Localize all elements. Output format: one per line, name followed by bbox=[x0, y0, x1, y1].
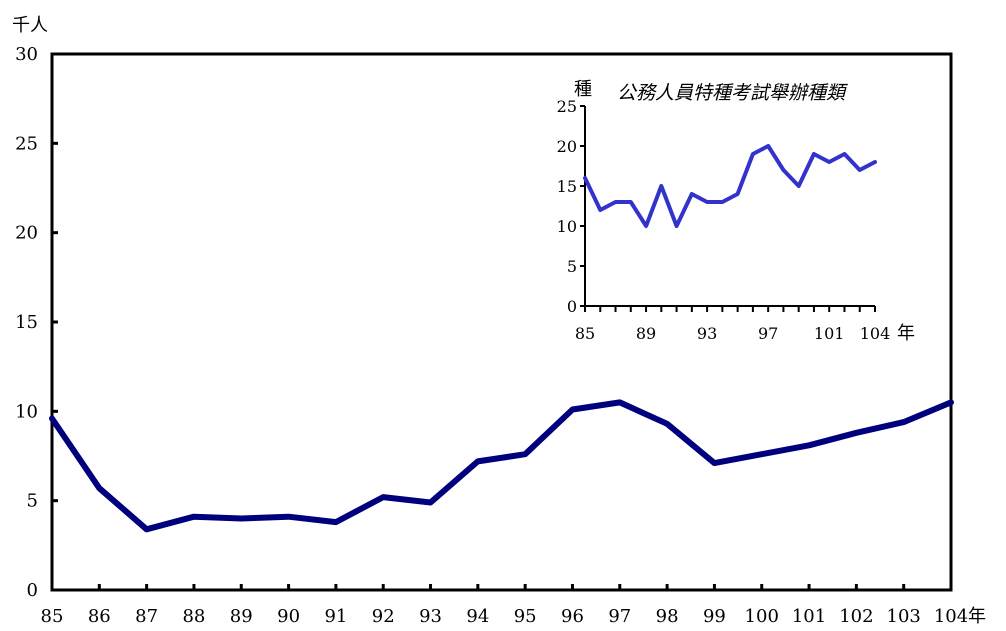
inset-x-axis-unit: 年 bbox=[897, 323, 915, 344]
x-tick-label: 94 bbox=[466, 606, 489, 627]
y-tick-label: 25 bbox=[15, 133, 38, 154]
inset-x-axis-ticks: 85 89 93 97 101 104 bbox=[575, 306, 890, 343]
x-tick-label: 101 bbox=[792, 606, 826, 627]
y-tick-label: 15 bbox=[15, 312, 38, 333]
y-tick-label: 0 bbox=[27, 580, 38, 601]
x-tick-label: 92 bbox=[372, 606, 395, 627]
inset-y-tick-label: 0 bbox=[567, 297, 577, 316]
inset-x-tick-label: 85 bbox=[575, 324, 595, 343]
x-tick-label: 95 bbox=[514, 606, 537, 627]
inset-title: 公務人員特種考試舉辦種類 bbox=[617, 82, 848, 104]
x-tick-label: 104 bbox=[934, 606, 968, 627]
series-line bbox=[49, 399, 954, 533]
x-tick-label: 100 bbox=[745, 606, 779, 627]
x-tick-label: 86 bbox=[88, 606, 111, 627]
inset-y-tick-label: 25 bbox=[557, 97, 577, 116]
inset-y-axis-ticks: 0 5 10 15 20 25 bbox=[557, 97, 585, 316]
y-axis-ticks: 0 5 10 15 20 25 30 bbox=[15, 44, 58, 601]
x-tick-label: 98 bbox=[656, 606, 679, 627]
x-tick-label: 97 bbox=[608, 606, 631, 627]
inset-y-tick-label: 15 bbox=[557, 177, 577, 196]
x-tick-label: 87 bbox=[135, 606, 158, 627]
y-tick-label: 5 bbox=[27, 491, 38, 512]
inset-x-tick-label: 97 bbox=[758, 324, 778, 343]
inset-x-tick-label: 104 bbox=[860, 324, 891, 343]
x-tick-label: 102 bbox=[839, 606, 873, 627]
x-tick-label: 90 bbox=[277, 606, 300, 627]
y-tick-label: 10 bbox=[15, 401, 38, 422]
inset-y-tick-label: 10 bbox=[557, 217, 577, 236]
x-tick-label: 99 bbox=[703, 606, 726, 627]
x-tick-label: 103 bbox=[887, 606, 921, 627]
x-axis-unit: 年 bbox=[968, 606, 986, 627]
y-tick-label: 30 bbox=[15, 44, 38, 65]
x-tick-label: 88 bbox=[182, 606, 205, 627]
x-tick-label: 96 bbox=[561, 606, 584, 627]
inset-x-tick-label: 93 bbox=[697, 324, 717, 343]
inset-series-line bbox=[583, 144, 877, 228]
x-tick-label: 85 bbox=[41, 606, 64, 627]
plot-frame bbox=[50, 52, 953, 592]
x-axis-ticks: 85 86 87 88 89 90 91 92 93 94 95 96 97 98 99 100 101 102 1… bbox=[41, 584, 968, 627]
y-axis-unit: 千人 bbox=[12, 15, 48, 36]
x-tick-label: 91 bbox=[324, 606, 347, 627]
x-tick-label: 89 bbox=[230, 606, 253, 627]
inset-chart: 公務人員特種考試舉辦種類 種 年 0 5 10 15 20 25 85 89 93 97 101 1… bbox=[557, 79, 915, 344]
inset-y-axis-unit: 種 bbox=[574, 79, 592, 100]
inset-y-tick-label: 20 bbox=[557, 137, 577, 156]
x-tick-label: 93 bbox=[419, 606, 442, 627]
y-tick-label: 20 bbox=[15, 223, 38, 244]
inset-x-tick-label: 89 bbox=[636, 324, 656, 343]
inset-x-tick-label: 101 bbox=[814, 324, 845, 343]
inset-y-tick-label: 5 bbox=[567, 257, 577, 276]
